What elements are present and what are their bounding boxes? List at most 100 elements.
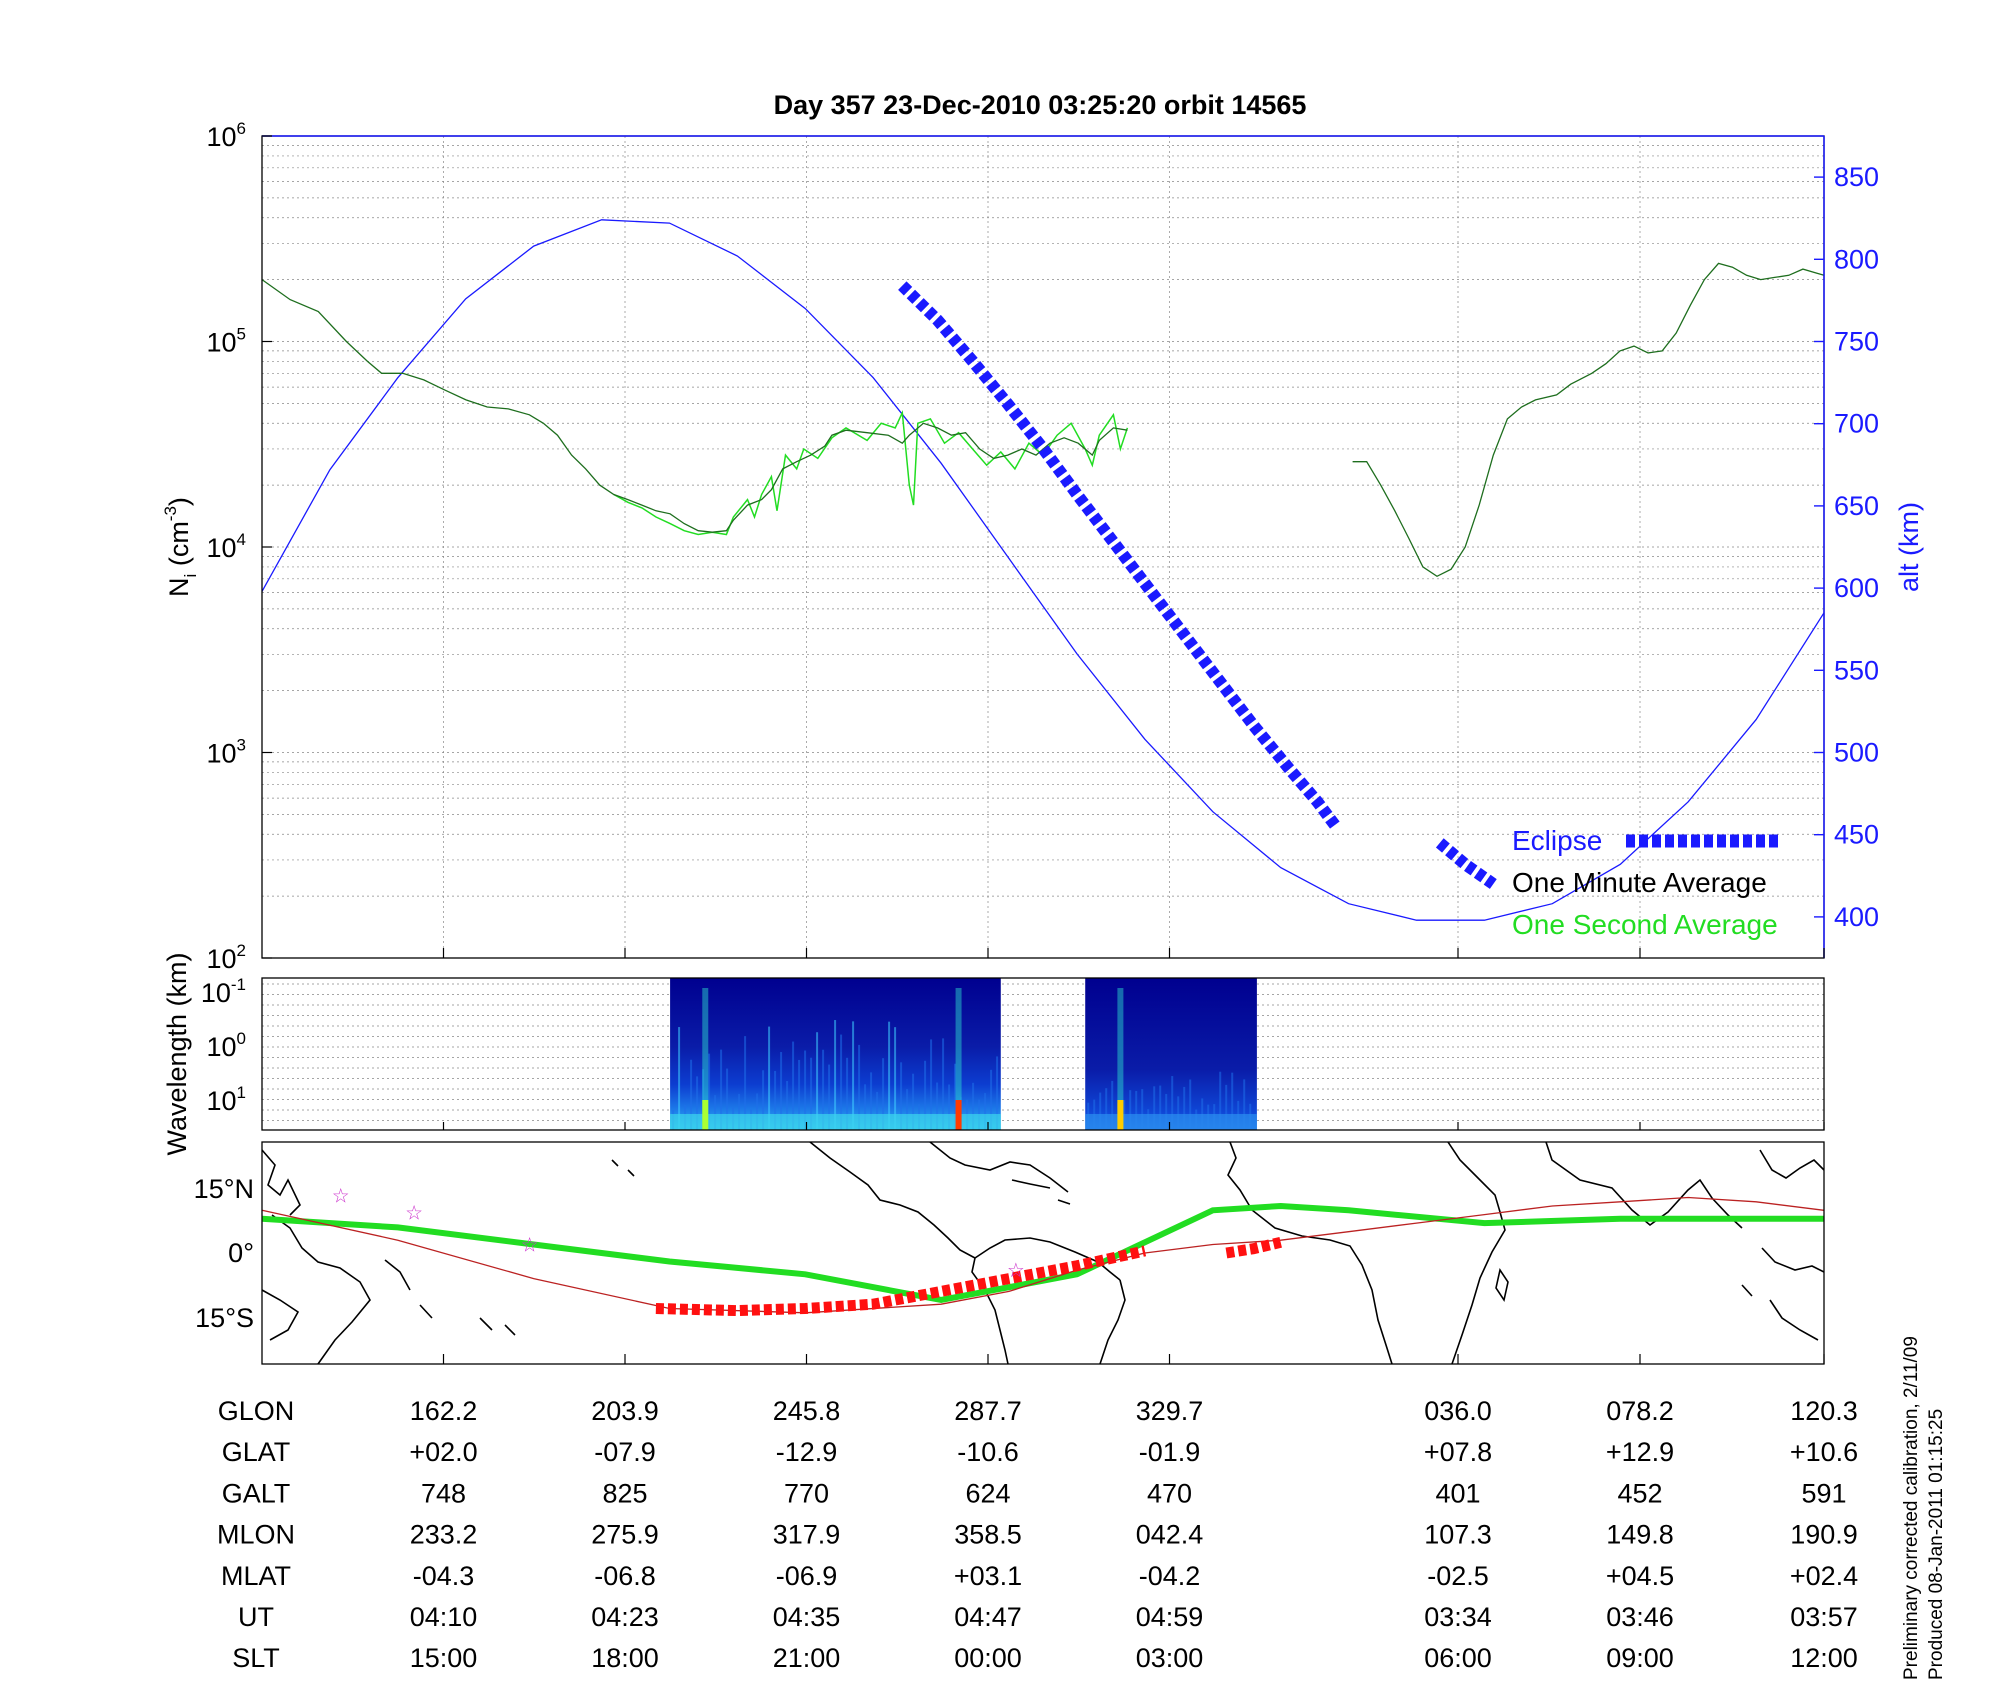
- table-cell: 04:10: [410, 1602, 478, 1632]
- spectrogram-streak: [1225, 1084, 1228, 1130]
- table-cell: 09:00: [1606, 1643, 1674, 1673]
- spectrogram-streak: [858, 1044, 861, 1130]
- spectrogram-tick-label: 10-1: [201, 975, 246, 1008]
- table-cell: 162.2: [410, 1396, 478, 1426]
- table-cell: 358.5: [954, 1520, 1022, 1550]
- coast-hawaii: [611, 1159, 635, 1177]
- right-tick-label: 550: [1834, 655, 1879, 685]
- spectrogram-streak: [708, 1053, 711, 1130]
- table-cell: 624: [965, 1478, 1010, 1508]
- spectrogram-streak: [714, 1095, 717, 1130]
- spectrogram-streak: [798, 1059, 801, 1130]
- table-cell: 04:23: [591, 1602, 659, 1632]
- table-cell: +03.1: [954, 1561, 1022, 1591]
- spectrogram-streak: [702, 1069, 705, 1130]
- spectrogram-panel: 10-1 100 101 Wavelength (km): [162, 952, 1825, 1156]
- table-cell: 15:00: [410, 1643, 478, 1673]
- spectrogram-streak: [1141, 1089, 1144, 1130]
- table-cell: 233.2: [410, 1520, 478, 1550]
- table-cell: -04.3: [413, 1561, 475, 1591]
- spectrogram-streak: [906, 1089, 909, 1130]
- table-cell: 12:00: [1790, 1643, 1858, 1673]
- spectrogram-streak: [1189, 1079, 1192, 1130]
- star-marker-icon: ☆: [1007, 1260, 1025, 1282]
- ground-track-series: [261, 1196, 1825, 1317]
- legend-minute-label: One Minute Average: [1512, 867, 1767, 898]
- table-cell: -07.9: [594, 1437, 656, 1467]
- spectrogram-streak: [822, 1049, 825, 1130]
- spectrogram-streak: [762, 1070, 765, 1130]
- table-cell: 04:35: [773, 1602, 841, 1632]
- spectrogram-streak: [888, 1021, 891, 1130]
- table-cell: 04:47: [954, 1602, 1022, 1632]
- table-cell: -06.9: [776, 1561, 838, 1591]
- spectrogram-hot-column: [702, 988, 709, 1130]
- spectrogram-streak: [900, 1062, 903, 1130]
- spectrogram-streak: [726, 1068, 729, 1130]
- table-cell: 149.8: [1606, 1520, 1674, 1550]
- table-cell: 04:59: [1136, 1602, 1204, 1632]
- table-cell: 317.9: [773, 1520, 841, 1550]
- eclipse-track-line: [655, 1245, 1147, 1317]
- right-tick-label: 500: [1834, 738, 1879, 768]
- right-tick-label: 400: [1834, 902, 1879, 932]
- spectrogram-streak: [1165, 1093, 1168, 1130]
- top-series: [261, 219, 1825, 921]
- spectrogram-y-ticks: 10-1 100 101: [201, 975, 246, 1116]
- legend-eclipse-label: Eclipse: [1512, 825, 1602, 856]
- left-tick-label: 106: [206, 119, 246, 152]
- table-cell: -04.2: [1139, 1561, 1201, 1591]
- table-cell: 03:00: [1136, 1643, 1204, 1673]
- spectrogram-streak: [774, 1070, 777, 1130]
- spectrogram-streak: [882, 1058, 885, 1130]
- table-cell: -01.9: [1139, 1437, 1201, 1467]
- right-tick-label: 750: [1834, 327, 1879, 357]
- spectrogram-streak: [1231, 1072, 1234, 1130]
- spectrogram-streak: [696, 1076, 699, 1130]
- spectrogram-streak: [756, 1093, 759, 1130]
- map-tick-label: 15°N: [194, 1174, 254, 1204]
- spectrogram-streak: [810, 1057, 813, 1130]
- coast-africa-europe: [1227, 1141, 1506, 1365]
- spectrogram-streak: [936, 1082, 939, 1130]
- star-marker-icon: ☆: [521, 1234, 539, 1256]
- spectrogram-hot-spot: [955, 1100, 962, 1130]
- spectrogram-streak: [852, 1021, 855, 1130]
- spectrogram-streak: [804, 1050, 807, 1130]
- map-tick-label: 15°S: [195, 1303, 254, 1333]
- spectrogram-bottom-band: [670, 1114, 1001, 1130]
- table-cell: +10.6: [1790, 1437, 1858, 1467]
- table-row-label: GLON: [218, 1396, 295, 1426]
- spectrogram-streak: [876, 1091, 879, 1130]
- table-cell: +04.5: [1606, 1561, 1674, 1591]
- spectrogram-hot-spot: [702, 1100, 709, 1130]
- spectrogram-hot-column: [1117, 988, 1124, 1130]
- table-cell: 03:34: [1424, 1602, 1492, 1632]
- table-cell: 06:00: [1424, 1643, 1492, 1673]
- coast-madagascar: [1495, 1267, 1509, 1303]
- table-cell: 00:00: [954, 1643, 1022, 1673]
- table-cell: 042.4: [1136, 1520, 1204, 1550]
- station-markers: ☆ ☆ ☆ ☆: [332, 1185, 1025, 1282]
- spectrogram-streak: [1099, 1092, 1102, 1130]
- chart-title: Day 357 23-Dec-2010 03:25:20 orbit 14565: [774, 90, 1307, 120]
- spectrogram-hot-column: [955, 988, 962, 1130]
- spectrogram-streak: [768, 1026, 771, 1130]
- spectrogram-streak: [1171, 1076, 1174, 1130]
- table-row-label: MLAT: [221, 1561, 291, 1591]
- star-marker-icon: ☆: [405, 1202, 423, 1224]
- table-cell: +07.8: [1424, 1437, 1492, 1467]
- spectrogram-y-label: Wavelength (km): [162, 952, 192, 1155]
- table-cell: 036.0: [1424, 1396, 1492, 1426]
- coast-north-america: [809, 1141, 1069, 1259]
- spectrogram-streak: [780, 1052, 783, 1130]
- right-tick-label: 600: [1834, 573, 1879, 603]
- credit-line-1: Preliminary corrected calibration, 2/11/…: [1901, 1336, 1922, 1680]
- left-tick-label: 105: [206, 325, 246, 358]
- right-tick-label: 800: [1834, 244, 1879, 274]
- right-axis-label: alt (km): [1894, 502, 1924, 592]
- right-tick-label: 850: [1834, 162, 1879, 192]
- table-cell: 452: [1617, 1478, 1662, 1508]
- table-row-label: GLAT: [222, 1437, 291, 1467]
